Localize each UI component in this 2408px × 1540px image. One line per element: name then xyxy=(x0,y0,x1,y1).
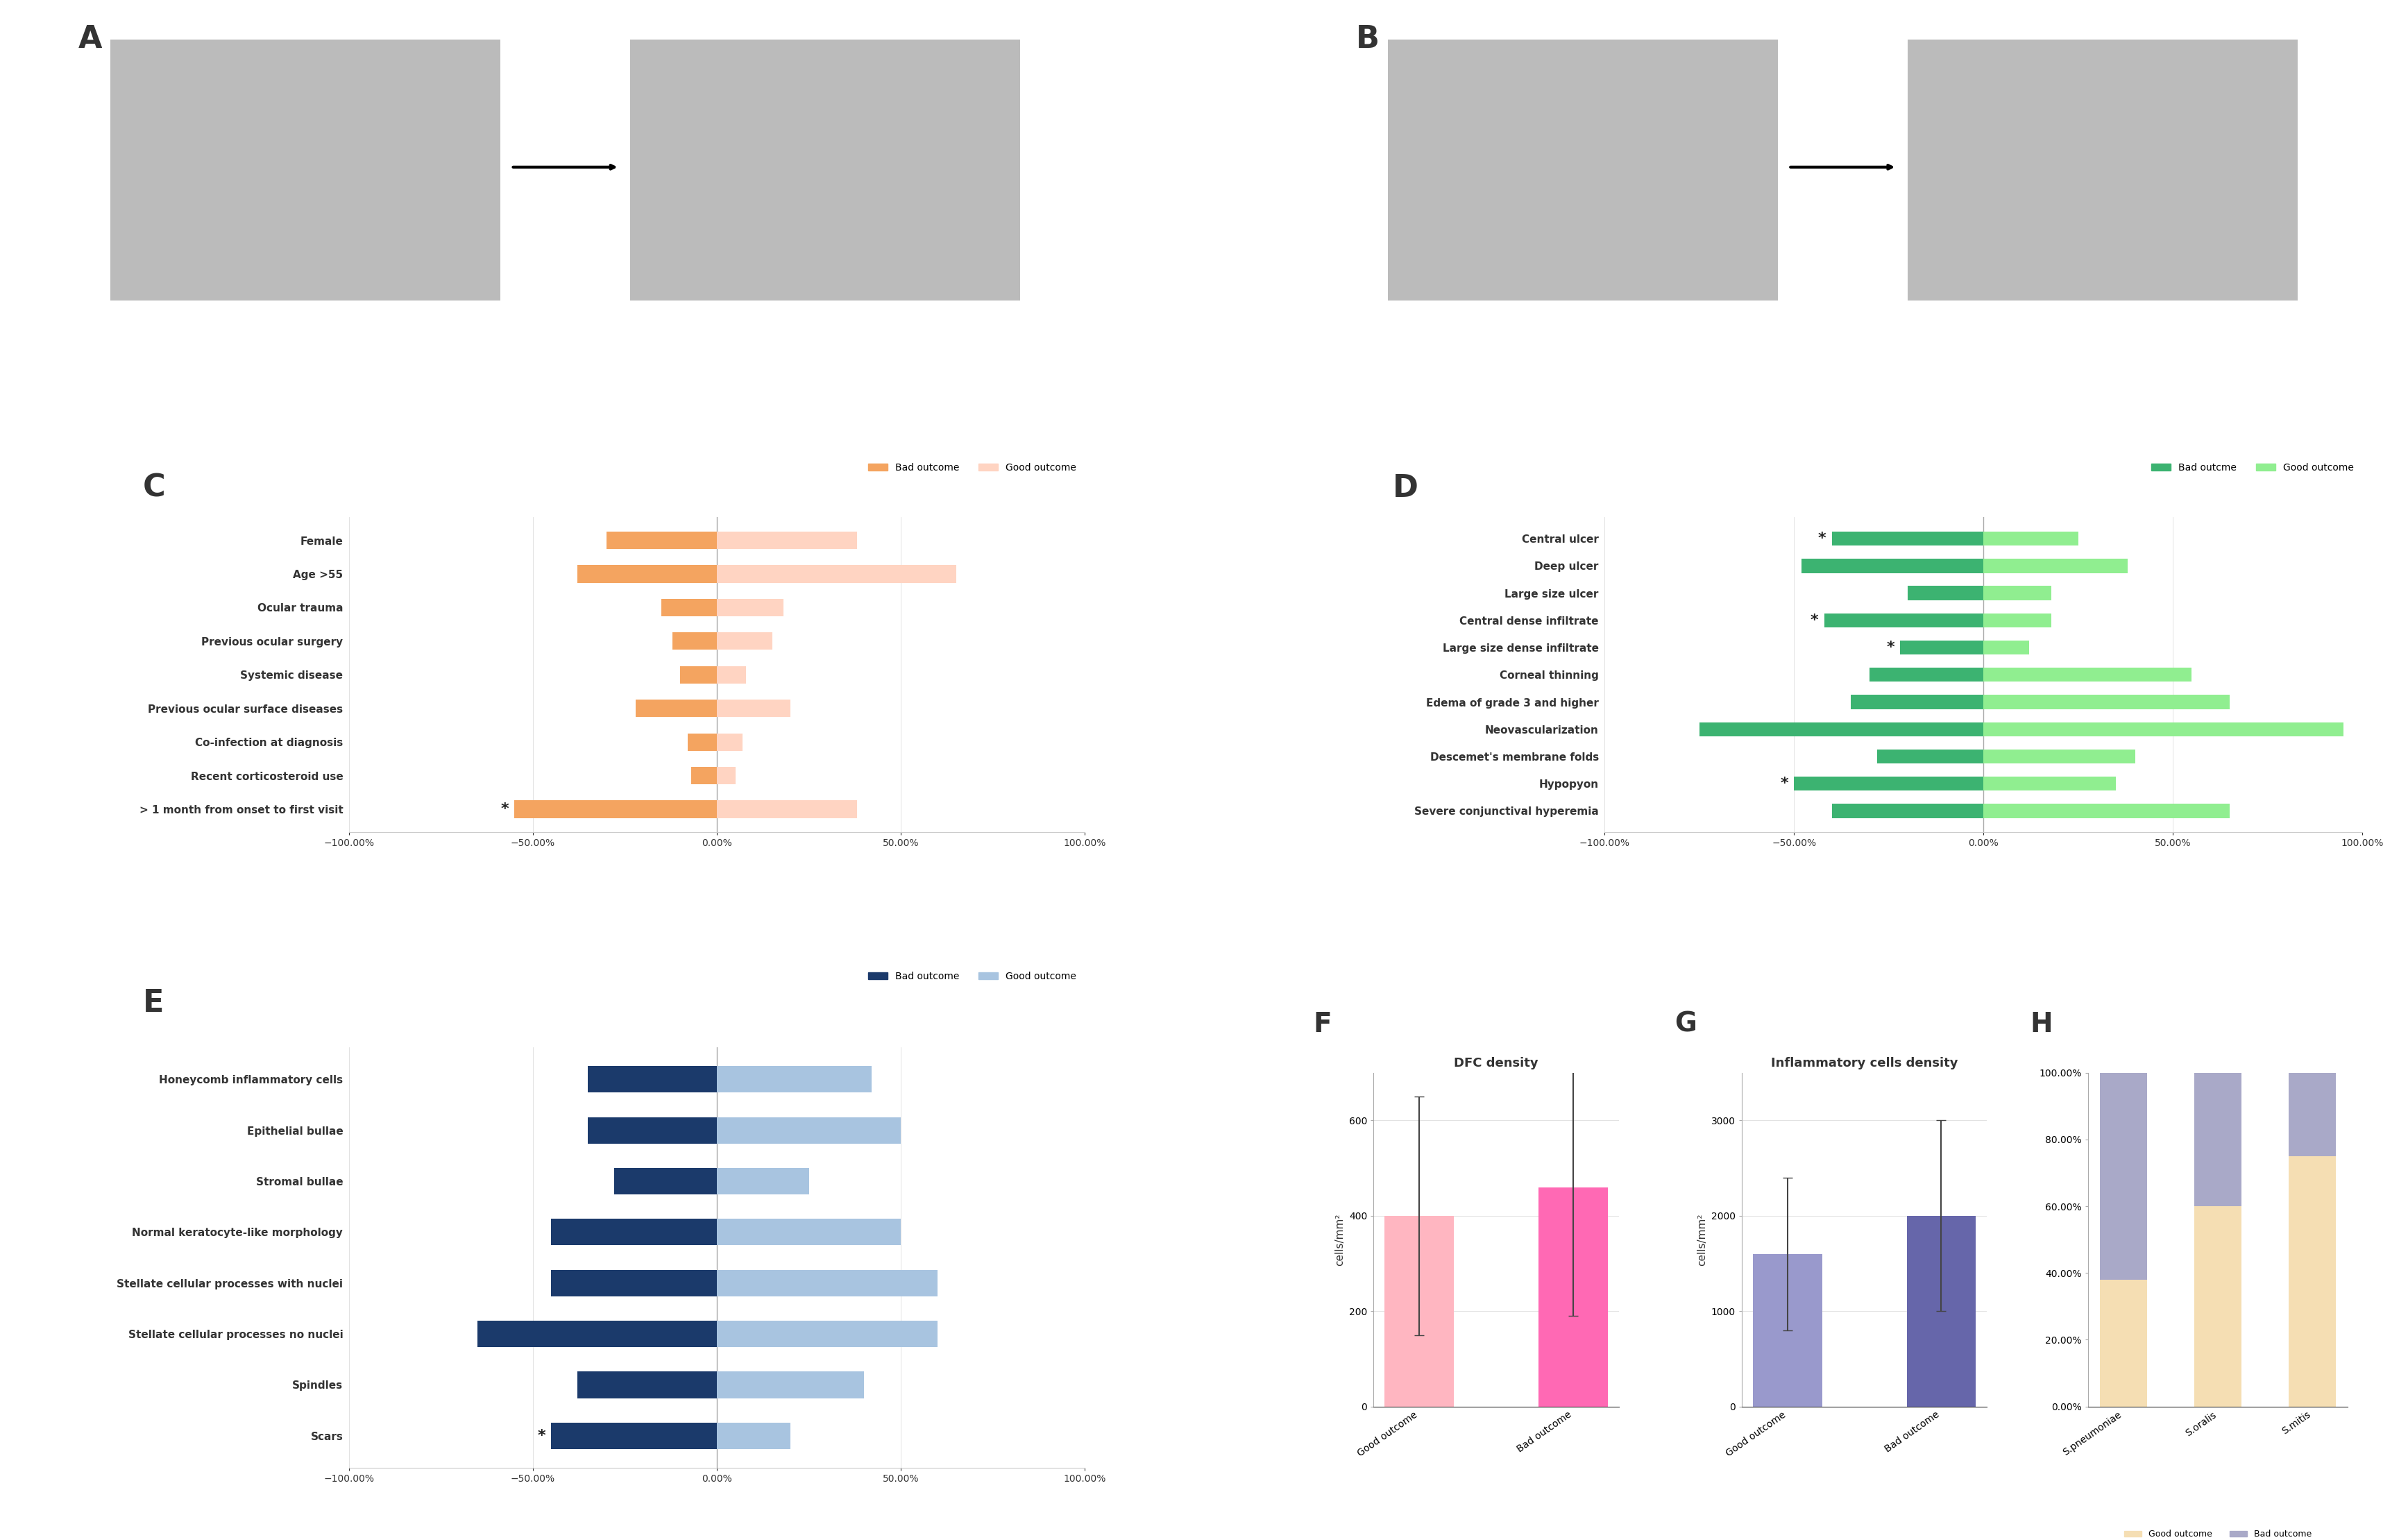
Bar xyxy=(718,633,773,650)
Bar xyxy=(718,1270,937,1297)
Bar xyxy=(718,699,790,718)
Bar xyxy=(1539,1187,1609,1406)
Bar xyxy=(607,531,718,550)
Text: *: * xyxy=(1818,531,1825,545)
FancyBboxPatch shape xyxy=(1907,40,2297,300)
Bar xyxy=(1984,531,2078,545)
Text: *: * xyxy=(537,1429,547,1443)
Bar xyxy=(718,801,857,818)
Bar xyxy=(718,1321,937,1348)
Bar xyxy=(1984,559,2126,573)
Y-axis label: cells/mm²: cells/mm² xyxy=(1334,1214,1346,1266)
Bar xyxy=(1825,613,1984,627)
Bar xyxy=(1900,641,1984,654)
Text: D: D xyxy=(1392,473,1418,504)
Text: A: A xyxy=(77,25,101,54)
Text: E: E xyxy=(142,989,164,1018)
Bar xyxy=(691,767,718,784)
Bar xyxy=(1878,750,1984,764)
Bar xyxy=(1907,587,1984,601)
Text: B: B xyxy=(1356,25,1380,54)
Legend: Bad outcme, Good outcome: Bad outcme, Good outcome xyxy=(2148,459,2357,476)
Text: G: G xyxy=(1674,1012,1695,1038)
Bar xyxy=(1907,1215,1977,1406)
Bar xyxy=(1385,1215,1454,1406)
Bar xyxy=(718,565,956,582)
Bar xyxy=(718,1218,901,1246)
Bar xyxy=(718,1066,872,1093)
Bar xyxy=(1832,531,1984,545)
Legend: Bad outcome, Good outcome: Bad outcome, Good outcome xyxy=(864,459,1081,476)
Bar xyxy=(2288,1073,2336,1157)
Bar xyxy=(1700,722,1984,736)
Bar xyxy=(477,1321,718,1348)
Bar xyxy=(578,1372,718,1398)
Bar xyxy=(515,801,718,818)
Text: *: * xyxy=(1811,613,1818,627)
Bar xyxy=(1984,722,2343,736)
Bar xyxy=(1984,804,2230,818)
Bar xyxy=(588,1116,718,1144)
Text: C: C xyxy=(142,473,166,504)
Bar xyxy=(662,599,718,616)
Bar xyxy=(2100,1280,2148,1406)
Bar xyxy=(718,1372,864,1398)
Legend: Bad outcome, Good outcome: Bad outcome, Good outcome xyxy=(864,967,1081,986)
Text: *: * xyxy=(1780,776,1789,790)
Bar xyxy=(2100,1073,2148,1280)
Bar xyxy=(578,565,718,582)
Text: *: * xyxy=(1885,641,1895,654)
Bar xyxy=(1753,1254,1823,1406)
Title: Inflammatory cells density: Inflammatory cells density xyxy=(1770,1058,1958,1070)
Bar xyxy=(718,767,734,784)
Bar xyxy=(636,699,718,718)
Bar xyxy=(679,665,718,684)
Bar xyxy=(1984,613,2052,627)
Bar xyxy=(718,665,746,684)
Legend: Good outcome, Bad outcome: Good outcome, Bad outcome xyxy=(2121,1526,2314,1540)
Bar xyxy=(1984,695,2230,708)
Text: H: H xyxy=(2030,1012,2054,1038)
Bar xyxy=(718,1116,901,1144)
Bar xyxy=(614,1167,718,1195)
Bar xyxy=(2194,1073,2242,1206)
Bar xyxy=(1794,776,1984,790)
Bar xyxy=(551,1423,718,1449)
Bar xyxy=(718,1423,790,1449)
Bar xyxy=(672,633,718,650)
Bar xyxy=(718,1167,809,1195)
Bar xyxy=(1984,776,2117,790)
Bar xyxy=(718,733,742,752)
Bar xyxy=(1984,668,2191,682)
Bar xyxy=(2194,1206,2242,1406)
Bar xyxy=(718,599,783,616)
Bar xyxy=(1984,750,2136,764)
Bar xyxy=(551,1270,718,1297)
Text: F: F xyxy=(1312,1012,1332,1038)
Bar xyxy=(1801,559,1984,573)
FancyBboxPatch shape xyxy=(631,40,1021,300)
Bar xyxy=(718,531,857,550)
Bar xyxy=(686,733,718,752)
Bar xyxy=(2288,1157,2336,1406)
Bar xyxy=(588,1066,718,1093)
Bar xyxy=(1832,804,1984,818)
Bar xyxy=(551,1218,718,1246)
Bar xyxy=(1984,587,2052,601)
Y-axis label: cells/mm²: cells/mm² xyxy=(1698,1214,1707,1266)
FancyBboxPatch shape xyxy=(111,40,501,300)
Bar xyxy=(1984,641,2030,654)
Bar xyxy=(1869,668,1984,682)
Bar xyxy=(1852,695,1984,708)
FancyBboxPatch shape xyxy=(1387,40,1777,300)
Text: *: * xyxy=(501,802,508,816)
Title: DFC density: DFC density xyxy=(1454,1058,1539,1070)
